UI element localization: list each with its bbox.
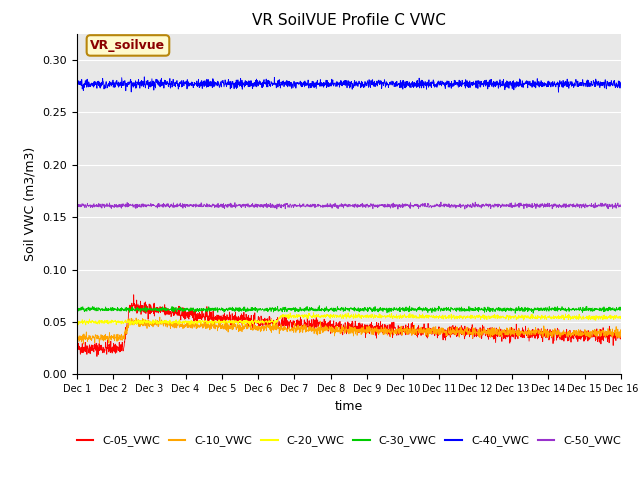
X-axis label: time: time (335, 400, 363, 413)
Text: VR_soilvue: VR_soilvue (90, 39, 166, 52)
Legend: C-05_VWC, C-10_VWC, C-20_VWC, C-30_VWC, C-40_VWC, C-50_VWC: C-05_VWC, C-10_VWC, C-20_VWC, C-30_VWC, … (72, 431, 625, 451)
Title: VR SoilVUE Profile C VWC: VR SoilVUE Profile C VWC (252, 13, 445, 28)
Y-axis label: Soil VWC (m3/m3): Soil VWC (m3/m3) (24, 147, 36, 261)
